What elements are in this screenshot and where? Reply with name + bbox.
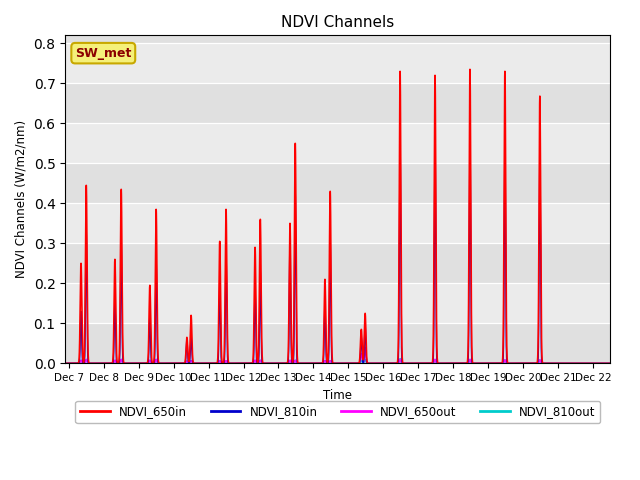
Line: NDVI_810in: NDVI_810in [65, 135, 614, 363]
X-axis label: Time: Time [323, 389, 353, 402]
Line: NDVI_650in: NDVI_650in [65, 69, 614, 363]
NDVI_810out [610, 360, 618, 366]
NDVI_810out [237, 360, 244, 366]
Bar [65, 324, 611, 363]
NDVI_650in [122, 360, 130, 366]
NDVI_650out [528, 360, 536, 366]
NDVI_650in [473, 360, 481, 366]
Text: SW_met: SW_met [75, 47, 131, 60]
Bar [65, 243, 611, 283]
Bar [65, 43, 611, 84]
Y-axis label: NDVI Channels (W/m2/nm): NDVI Channels (W/m2/nm) [15, 120, 28, 278]
NDVI_650in [566, 360, 573, 366]
NDVI_650in [547, 360, 554, 366]
Bar [65, 123, 611, 163]
NDVI_650in [528, 360, 536, 366]
NDVI_810out [396, 356, 404, 361]
NDVI_650in [61, 360, 69, 366]
NDVI_650out [473, 360, 481, 366]
NDVI_810out [547, 360, 554, 366]
NDVI_650out [560, 360, 568, 366]
Line: NDVI_810out: NDVI_810out [65, 359, 614, 363]
Title: NDVI Channels: NDVI Channels [281, 15, 394, 30]
Bar [65, 204, 611, 243]
Bar [65, 36, 611, 43]
NDVI_810out [507, 360, 515, 366]
NDVI_650out [547, 360, 554, 366]
NDVI_650out [61, 360, 69, 366]
NDVI_650in [507, 360, 515, 366]
NDVI_810in [560, 360, 568, 366]
NDVI_810in [122, 360, 130, 366]
NDVI_650out [610, 360, 618, 366]
NDVI_810out [560, 360, 568, 366]
Line: NDVI_650out: NDVI_650out [65, 348, 614, 363]
NDVI_650out [122, 360, 130, 366]
NDVI_650out [507, 360, 515, 366]
NDVI_810in [237, 360, 244, 366]
NDVI_650in [237, 360, 244, 366]
NDVI_650out [237, 360, 244, 366]
Bar [65, 84, 611, 123]
Bar [65, 163, 611, 204]
NDVI_810in [610, 360, 618, 366]
NDVI_650in [610, 360, 618, 366]
NDVI_650out [361, 345, 369, 350]
NDVI_810in [473, 360, 481, 366]
Legend: NDVI_650in, NDVI_810in, NDVI_650out, NDVI_810out: NDVI_650in, NDVI_810in, NDVI_650out, NDV… [76, 401, 600, 423]
NDVI_810out [528, 360, 536, 366]
NDVI_810in [528, 360, 536, 366]
NDVI_650in [466, 66, 474, 72]
NDVI_810out [473, 360, 481, 366]
Bar [65, 283, 611, 324]
NDVI_810in [507, 360, 515, 366]
NDVI_810in [61, 360, 69, 366]
NDVI_810in [431, 132, 439, 138]
NDVI_810out [122, 360, 130, 366]
NDVI_810in [547, 360, 554, 366]
NDVI_810out [61, 360, 69, 366]
